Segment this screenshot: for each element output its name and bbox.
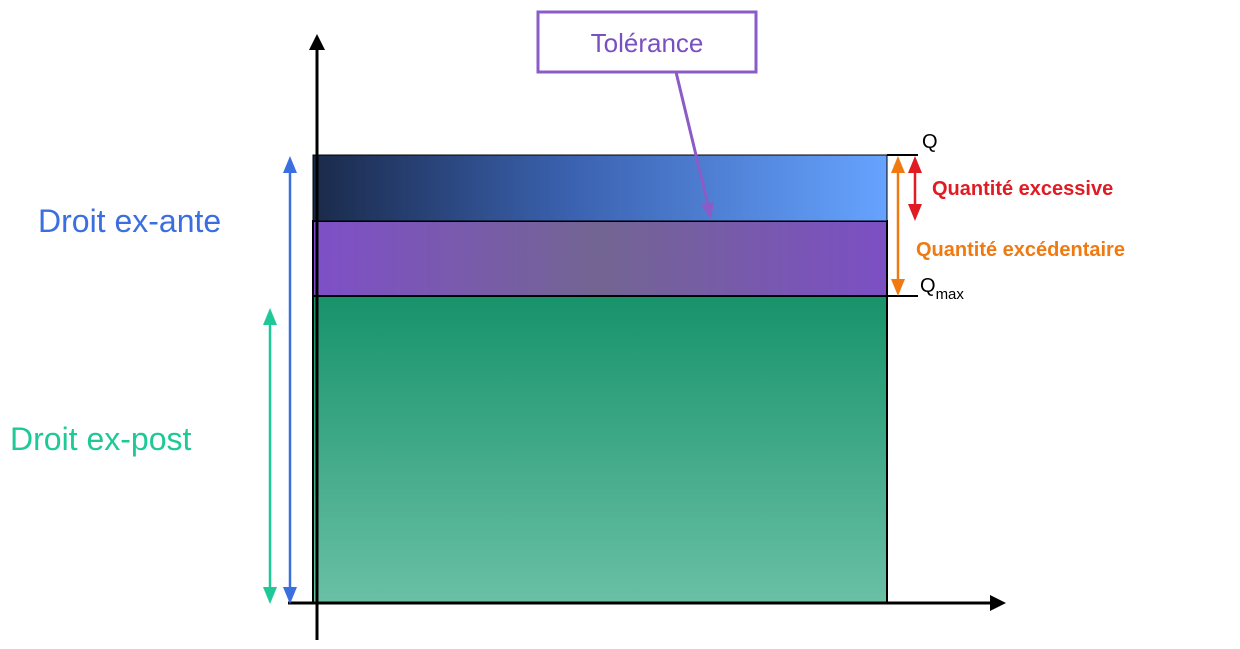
ex-post-double-arrow: [263, 308, 277, 604]
q-label: Q: [922, 131, 938, 153]
tolerance-label: Tolérance: [591, 28, 704, 58]
ex-ante-double-arrow: [283, 156, 297, 604]
band-top-excessive: [312, 154, 888, 222]
excedentaire-double-arrow: [891, 156, 905, 296]
band-bottom-ex-post: [312, 295, 888, 604]
excessive-double-arrow: [908, 156, 922, 221]
droit-ex-post-label: Droit ex-post: [10, 421, 192, 457]
droit-ex-ante-label: Droit ex-ante: [38, 203, 221, 239]
q-max-label: Qmax: [920, 275, 964, 303]
q-max-subscript: max: [936, 286, 965, 303]
y-axis: [309, 34, 325, 640]
band-middle-tolerance: [312, 220, 888, 297]
quantite-excessive-label: Quantité excessive: [932, 178, 1113, 200]
quantite-excedentaire-label: Quantité excédentaire: [916, 239, 1125, 261]
q-max-base: Q: [920, 275, 936, 297]
tolerance-pointer-arrow: [674, 71, 714, 219]
x-axis: [288, 595, 1006, 611]
tolerance-callout-box: [536, 10, 758, 74]
